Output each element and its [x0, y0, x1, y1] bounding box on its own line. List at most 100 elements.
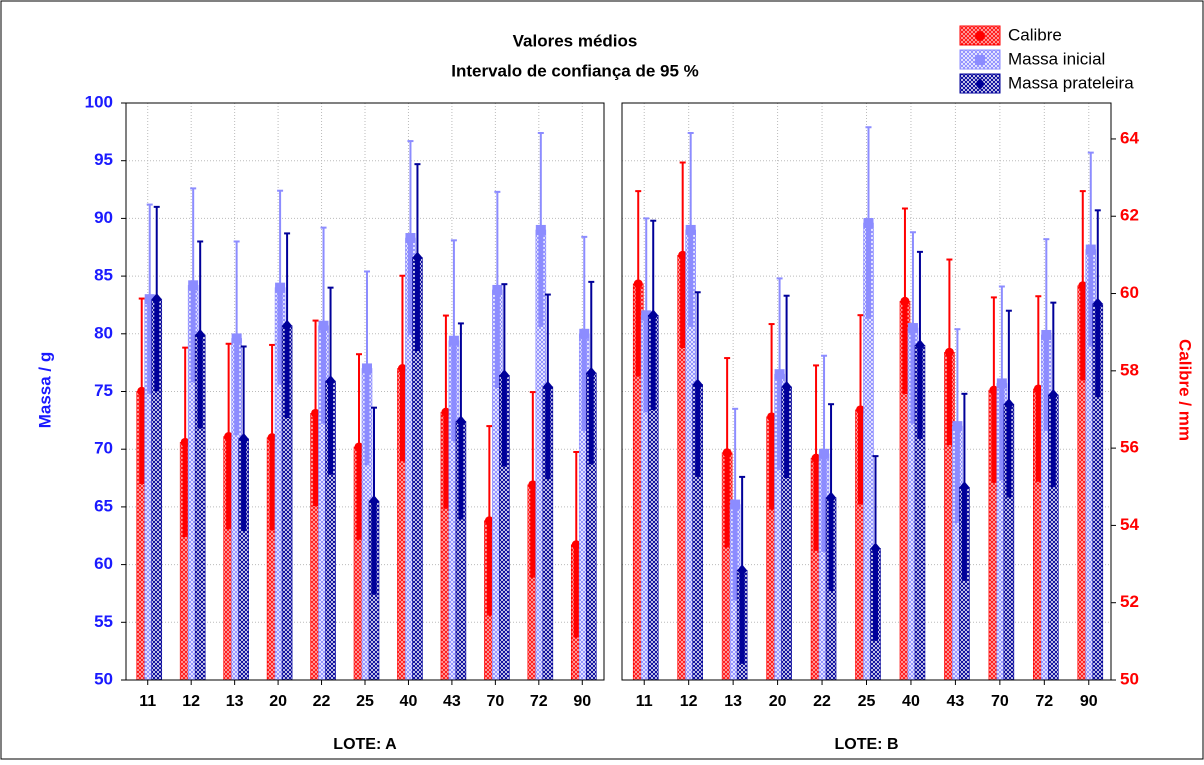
marker [484, 516, 494, 526]
marker [1078, 281, 1088, 291]
marker [914, 339, 925, 352]
marker [448, 335, 459, 346]
marker [224, 432, 234, 442]
y-tick-label: 60 [94, 554, 113, 573]
marker [685, 224, 696, 235]
y2-tick-label: 52 [1120, 592, 1139, 611]
marker [405, 233, 416, 244]
marker [455, 415, 466, 428]
marker [144, 294, 155, 305]
legend-label: Calibre [1008, 25, 1062, 44]
marker [354, 442, 364, 452]
marker [722, 448, 732, 458]
x-tick-label: 40 [902, 693, 920, 710]
y-tick-label: 80 [94, 323, 113, 342]
marker [900, 296, 910, 306]
marker [826, 491, 837, 504]
marker [641, 310, 652, 321]
marker [819, 448, 830, 459]
x-tick-label: 43 [443, 693, 461, 710]
marker [180, 437, 190, 447]
x-tick-label: 20 [769, 693, 787, 710]
marker [528, 480, 538, 490]
marker [944, 347, 954, 357]
x-tick-label: 12 [680, 693, 698, 710]
panel-frame [621, 102, 1112, 681]
y-tick-label: 70 [94, 439, 113, 458]
marker [499, 369, 510, 382]
marker [692, 378, 703, 391]
marker [542, 380, 553, 393]
marker [311, 408, 321, 418]
x-tick-label: 11 [139, 693, 156, 710]
x-tick-label: 40 [400, 693, 418, 710]
y-tick-label: 85 [94, 266, 113, 285]
x-tick-label: 72 [530, 693, 548, 710]
marker [397, 364, 407, 374]
marker [137, 386, 147, 396]
x-tick-label: 22 [313, 693, 331, 710]
chart-subtitle: Intervalo de confiança de 95 % [451, 61, 699, 80]
legend-marker [975, 78, 985, 90]
marker [231, 333, 242, 344]
marker [571, 540, 581, 550]
legend-marker [975, 31, 985, 41]
marker [1041, 329, 1052, 340]
x-tick-label: 90 [573, 693, 591, 710]
marker [318, 320, 329, 331]
marker [188, 280, 199, 291]
marker [412, 251, 423, 264]
x-tick-label: 22 [813, 693, 831, 710]
marker [959, 481, 970, 494]
x-tick-label: 43 [947, 693, 965, 710]
marker [275, 282, 286, 293]
y2-tick-label: 64 [1120, 128, 1139, 147]
marker [996, 378, 1007, 389]
marker [325, 375, 336, 388]
x-tick-label: 25 [858, 693, 876, 710]
x-tick-label: 25 [356, 693, 374, 710]
x-tick-label: 70 [991, 693, 1009, 710]
x-tick-label: 70 [486, 693, 504, 710]
marker [1048, 388, 1059, 401]
marker [856, 405, 865, 415]
marker [767, 412, 777, 422]
marker [195, 328, 206, 341]
panel-label: LOTE: A [333, 736, 397, 753]
marker [238, 432, 249, 445]
marker [781, 380, 792, 393]
marker [633, 279, 643, 289]
marker [282, 319, 293, 332]
y-tick-label: 65 [94, 496, 113, 515]
y-tick-label: 75 [94, 381, 113, 400]
marker [151, 293, 162, 306]
marker [952, 421, 963, 432]
x-tick-label: 20 [269, 693, 287, 710]
marker [1085, 244, 1096, 255]
y2-tick-label: 56 [1120, 438, 1139, 457]
legend-label: Massa inicial [1008, 49, 1105, 68]
marker [678, 250, 688, 260]
marker [989, 385, 999, 395]
x-tick-label: 12 [182, 693, 200, 710]
marker [267, 433, 277, 443]
marker [586, 367, 597, 380]
x-tick-label: 72 [1035, 693, 1053, 710]
marker [579, 328, 590, 339]
y-axis-label: Massa / g [35, 352, 54, 429]
marker [492, 284, 503, 295]
marker [730, 499, 741, 510]
x-tick-label: 90 [1080, 693, 1098, 710]
y-tick-label: 55 [94, 612, 113, 631]
marker [870, 542, 881, 555]
marker [863, 218, 874, 229]
marker [535, 224, 546, 235]
y2-tick-label: 62 [1120, 206, 1139, 225]
marker [774, 369, 785, 380]
y2-axis-label: Calibre / mm [1176, 339, 1195, 441]
y2-tick-label: 54 [1120, 515, 1139, 534]
marker [1003, 398, 1014, 411]
marker [648, 309, 659, 322]
